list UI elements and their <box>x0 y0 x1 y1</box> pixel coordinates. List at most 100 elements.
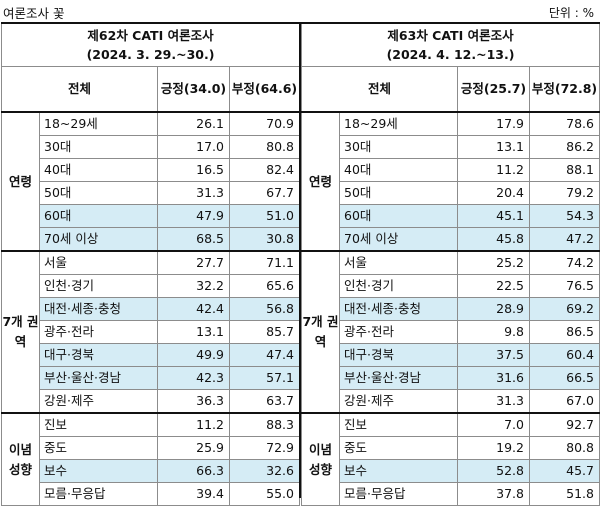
column-header-total: 전체 <box>1 66 158 113</box>
positive-value: 17.0 <box>157 135 230 159</box>
table-row: 연령 18~29세 26.1 70.9 <box>1 111 300 252</box>
table-row: 중도 19.2 80.8 <box>302 436 600 460</box>
table-row: 70세 이상 68.5 30.8 <box>2 227 300 252</box>
positive-value: 52.8 <box>457 459 530 483</box>
positive-value: 37.8 <box>457 482 530 506</box>
row-label: 60대 <box>339 204 458 228</box>
negative-value: 47.4 <box>229 343 300 367</box>
table-row: 대전·세종·충청 42.4 56.8 <box>2 297 300 321</box>
row-label: 광주·전라 <box>339 320 458 344</box>
positive-value: 16.5 <box>157 158 230 182</box>
row-label: 모름·무응답 <box>339 482 458 506</box>
positive-value: 42.3 <box>157 366 230 390</box>
table-row: 대구·경북 37.5 60.4 <box>302 343 600 367</box>
negative-value: 85.7 <box>229 320 300 344</box>
table-row: 40대 11.2 88.1 <box>302 158 600 182</box>
group-label: 7개 권역 <box>1 250 40 414</box>
positive-value: 22.5 <box>457 274 530 298</box>
row-label: 40대 <box>339 158 458 182</box>
row-label: 대구·경북 <box>39 343 158 367</box>
row-label: 강원·제주 <box>39 389 158 414</box>
table-row: 60대 47.9 51.0 <box>2 204 300 228</box>
row-label: 중도 <box>339 436 458 460</box>
group-label: 연령 <box>1 111 40 252</box>
positive-value: 27.7 <box>157 250 230 275</box>
positive-value: 47.9 <box>157 204 230 228</box>
negative-value: 88.1 <box>529 158 600 182</box>
positive-value: 17.9 <box>457 111 530 136</box>
positive-value: 42.4 <box>157 297 230 321</box>
row-label: 30대 <box>39 135 158 159</box>
negative-value: 45.7 <box>529 459 600 483</box>
table-row: 부산·울산·경남 42.3 57.1 <box>2 366 300 390</box>
row-label: 70세 이상 <box>339 227 458 252</box>
positive-value: 20.4 <box>457 181 530 205</box>
positive-value: 39.4 <box>157 482 230 506</box>
negative-value: 82.4 <box>229 158 300 182</box>
negative-value: 30.8 <box>229 227 300 252</box>
row-label: 60대 <box>39 204 158 228</box>
survey-title: 제63차 CATI 여론조사 <box>387 28 514 43</box>
negative-value: 86.5 <box>529 320 600 344</box>
table-row: 모름·무응답 39.4 55.0 <box>2 482 300 506</box>
negative-value: 80.8 <box>229 135 300 159</box>
survey-caption: 제62차 CATI 여론조사 (2024. 3. 29.~30.) <box>1 22 300 67</box>
table-row: 대구·경북 49.9 47.4 <box>2 343 300 367</box>
positive-value: 37.5 <box>457 343 530 367</box>
survey-title: 제62차 CATI 여론조사 <box>87 28 214 43</box>
table-row: 60대 45.1 54.3 <box>302 204 600 228</box>
row-label: 50대 <box>39 181 158 205</box>
column-header-total: 전체 <box>301 66 458 113</box>
negative-value: 32.6 <box>229 459 300 483</box>
positive-value: 31.3 <box>457 389 530 414</box>
negative-value: 60.4 <box>529 343 600 367</box>
row-label: 대전·세종·충청 <box>339 297 458 321</box>
row-label: 18~29세 <box>39 111 158 136</box>
survey-table: 제62차 CATI 여론조사 (2024. 3. 29.~30.) 전체 긍정(34.… <box>1 22 300 506</box>
positive-value: 31.6 <box>457 366 530 390</box>
row-label: 서울 <box>39 250 158 275</box>
negative-value: 69.2 <box>529 297 600 321</box>
unit-label: 단위 : % <box>548 6 594 20</box>
table-row: 보수 52.8 45.7 <box>302 459 600 483</box>
positive-value: 31.3 <box>157 181 230 205</box>
positive-value: 36.3 <box>157 389 230 414</box>
table-row: 이념 성향 진보 7.0 92.7 <box>301 412 600 506</box>
row-label: 부산·울산·경남 <box>339 366 458 390</box>
survey-caption: 제63차 CATI 여론조사 (2024. 4. 12.~13.) <box>301 22 600 67</box>
negative-value: 78.6 <box>529 111 600 136</box>
positive-value: 49.9 <box>157 343 230 367</box>
table-row: 30대 17.0 80.8 <box>2 135 300 159</box>
positive-value: 32.2 <box>157 274 230 298</box>
table-row: 인천·경기 32.2 65.6 <box>2 274 300 298</box>
row-label: 대전·세종·충청 <box>39 297 158 321</box>
group-label: 7개 권역 <box>301 250 340 414</box>
negative-value: 57.1 <box>229 366 300 390</box>
positive-value: 45.1 <box>457 204 530 228</box>
negative-value: 72.9 <box>229 436 300 460</box>
negative-value: 74.2 <box>529 250 600 275</box>
table-row: 연령 18~29세 17.9 78.6 <box>301 111 600 252</box>
positive-value: 11.2 <box>157 412 230 437</box>
survey-period: (2024. 3. 29.~30.) <box>86 47 215 62</box>
negative-value: 56.8 <box>229 297 300 321</box>
row-label: 광주·전라 <box>39 320 158 344</box>
negative-value: 67.7 <box>229 181 300 205</box>
negative-value: 80.8 <box>529 436 600 460</box>
table-row: 대전·세종·충청 28.9 69.2 <box>302 297 600 321</box>
negative-value: 47.2 <box>529 227 600 252</box>
negative-value: 79.2 <box>529 181 600 205</box>
row-label: 중도 <box>39 436 158 460</box>
row-label: 서울 <box>339 250 458 275</box>
row-label: 모름·무응답 <box>39 482 158 506</box>
table-row: 이념 성향 진보 11.2 88.3 <box>1 412 300 506</box>
positive-value: 19.2 <box>457 436 530 460</box>
positive-value: 26.1 <box>157 111 230 136</box>
table-row: 70세 이상 45.8 47.2 <box>302 227 600 252</box>
row-label: 50대 <box>339 181 458 205</box>
table-row: 강원·제주 36.3 63.7 <box>2 389 300 414</box>
negative-value: 92.7 <box>529 412 600 437</box>
positive-value: 9.8 <box>457 320 530 344</box>
row-label: 대구·경북 <box>339 343 458 367</box>
row-label: 70세 이상 <box>39 227 158 252</box>
